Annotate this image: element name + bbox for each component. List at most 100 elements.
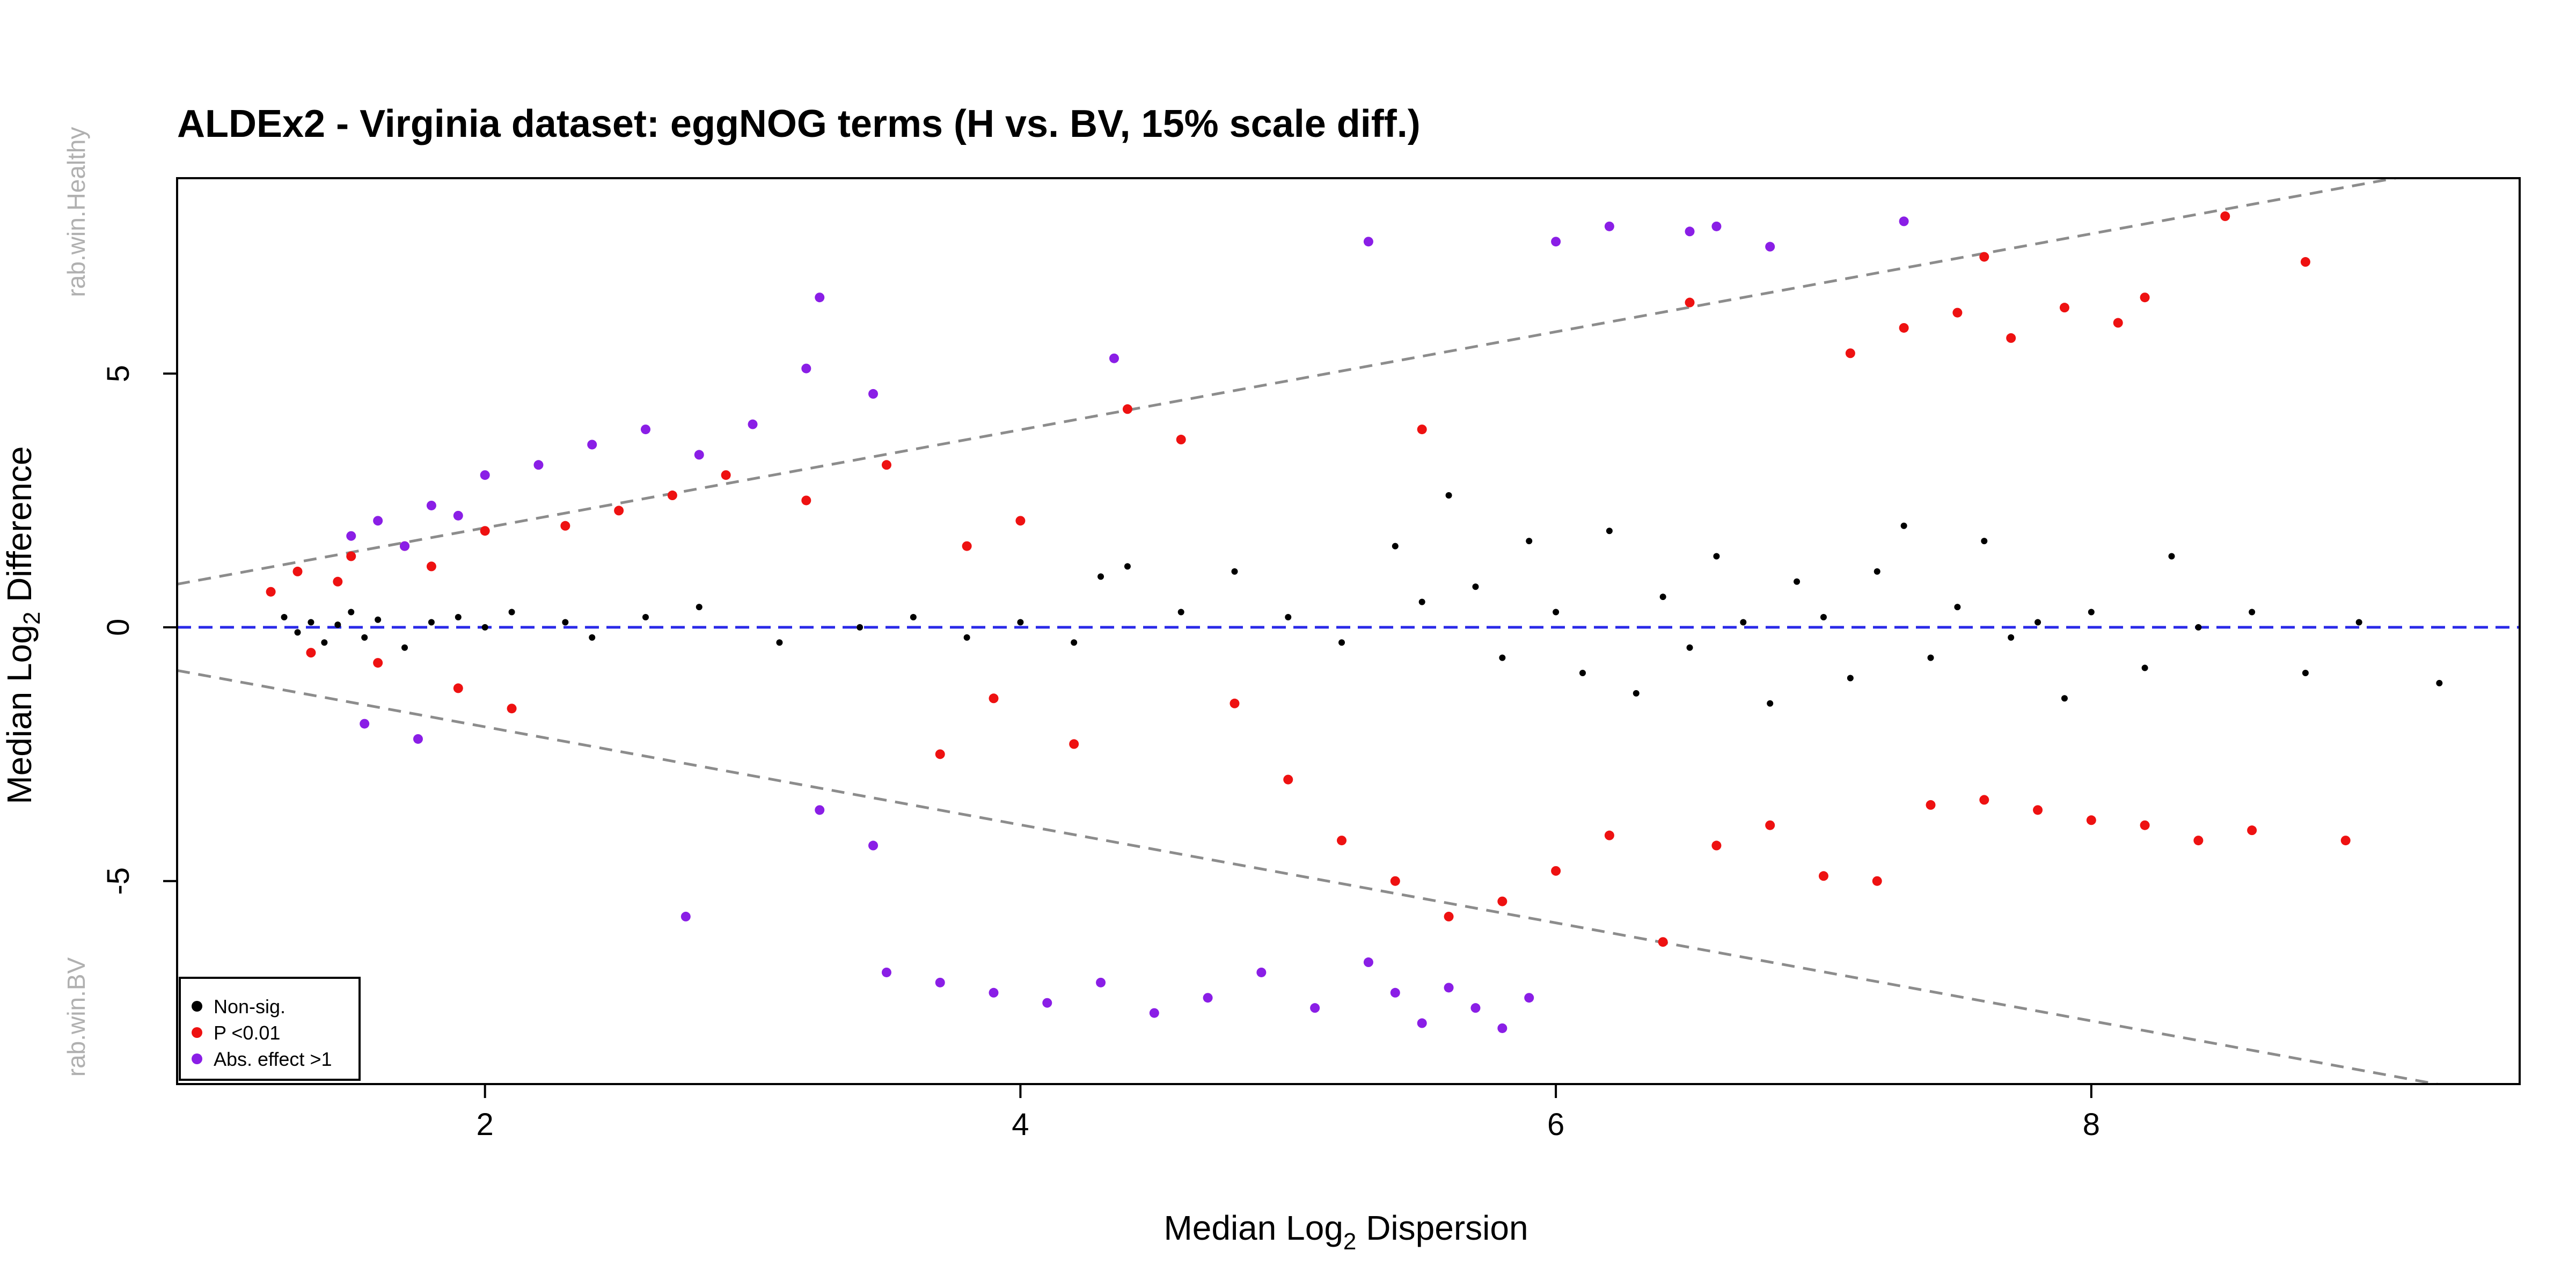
data-point xyxy=(748,419,758,429)
data-point xyxy=(694,450,704,460)
data-point xyxy=(2302,670,2309,677)
data-point xyxy=(989,987,999,998)
chart-title: ALDEx2 - Virginia dataset: eggNOG terms … xyxy=(177,103,1421,145)
y-axis-label-rest: Difference xyxy=(0,446,39,611)
data-point xyxy=(2168,553,2175,560)
data-point xyxy=(857,624,863,631)
series-2 xyxy=(346,216,1909,1033)
data-point xyxy=(1390,987,1400,998)
data-point xyxy=(426,500,436,510)
data-point xyxy=(1981,538,1988,545)
data-point xyxy=(1310,1003,1320,1013)
data-point xyxy=(801,363,811,374)
legend-box xyxy=(179,977,361,1081)
lower-group-label: rab.win.BV xyxy=(62,957,90,1077)
data-point xyxy=(815,292,825,303)
data-point xyxy=(426,561,436,572)
data-point xyxy=(562,619,569,626)
legend-label-effect: Abs. effect >1 xyxy=(214,1048,332,1070)
data-point xyxy=(2140,820,2150,830)
legend-marker-effect xyxy=(192,1053,202,1064)
data-point xyxy=(1390,876,1400,886)
data-point xyxy=(1417,1018,1427,1028)
data-point xyxy=(2436,679,2443,686)
data-point xyxy=(1818,871,1828,881)
data-point xyxy=(2247,825,2257,836)
data-point xyxy=(1337,836,1347,846)
data-point xyxy=(1820,613,1827,620)
data-point xyxy=(1927,654,1934,661)
data-point xyxy=(560,521,570,531)
data-point xyxy=(1230,698,1240,708)
data-point xyxy=(1417,425,1427,435)
data-point xyxy=(1765,241,1775,252)
data-point xyxy=(1176,435,1186,445)
data-point xyxy=(680,911,691,921)
data-point xyxy=(1124,563,1131,570)
data-point xyxy=(361,634,368,641)
data-point xyxy=(801,495,811,506)
legend-label-nonsig: Non-sig. xyxy=(214,996,286,1018)
data-point xyxy=(1658,937,1668,947)
data-point xyxy=(1285,613,1292,620)
data-point xyxy=(1874,568,1880,575)
data-point xyxy=(935,977,945,987)
data-point xyxy=(308,619,314,626)
data-point xyxy=(2035,619,2041,626)
data-point xyxy=(333,576,343,587)
data-point xyxy=(1071,639,1078,646)
data-point xyxy=(1872,876,1882,886)
legend-label-pval: P <0.01 xyxy=(214,1022,280,1044)
data-point xyxy=(1659,594,1666,601)
data-point xyxy=(1497,896,1507,906)
data-point xyxy=(1847,675,1854,682)
data-point xyxy=(2088,609,2095,616)
data-point xyxy=(1900,522,1907,529)
data-point xyxy=(346,551,356,561)
data-point xyxy=(2340,836,2351,846)
data-point xyxy=(455,613,462,620)
data-point xyxy=(1363,237,1373,247)
data-point xyxy=(1392,543,1399,550)
data-point xyxy=(1444,911,1454,921)
data-point xyxy=(480,470,490,480)
data-point xyxy=(1444,983,1454,993)
data-point xyxy=(281,613,288,620)
data-point xyxy=(2008,634,2015,641)
data-point xyxy=(1017,619,1024,626)
data-point xyxy=(963,634,970,641)
data-point xyxy=(935,749,945,759)
data-point xyxy=(2195,624,2202,631)
data-point xyxy=(1418,598,1425,605)
data-point xyxy=(2059,303,2069,313)
data-point xyxy=(1445,492,1452,499)
data-point xyxy=(1149,1008,1159,1018)
x-axis-label-wrap: Median Log2 Dispersion xyxy=(1163,1209,1528,1255)
data-point xyxy=(815,805,825,815)
x-axis-label: Median Log2 Dispersion xyxy=(1163,1209,1528,1255)
data-point xyxy=(413,734,423,744)
data-point xyxy=(1952,308,1963,318)
y-axis-label: Median Log2 Difference xyxy=(0,446,45,804)
data-point xyxy=(1203,993,1213,1003)
data-point xyxy=(1069,739,1079,749)
data-point xyxy=(1551,237,1561,247)
data-point xyxy=(1109,353,1119,363)
data-point xyxy=(1926,800,1936,810)
data-point xyxy=(2086,815,2096,825)
data-point xyxy=(2140,292,2150,303)
data-point xyxy=(881,460,891,470)
data-point xyxy=(2249,609,2256,616)
data-point xyxy=(721,470,731,480)
data-point xyxy=(334,621,341,628)
data-point xyxy=(1472,583,1479,590)
data-point xyxy=(1551,866,1561,876)
plot-layer xyxy=(177,178,2520,1084)
axis-layer: 2 4 6 8 -5 0 5 xyxy=(101,177,2521,1142)
data-point xyxy=(1015,516,1026,526)
data-point xyxy=(1633,690,1640,697)
data-point xyxy=(507,704,517,714)
lower-group-label-wrap: rab.win.BV xyxy=(62,957,90,1077)
